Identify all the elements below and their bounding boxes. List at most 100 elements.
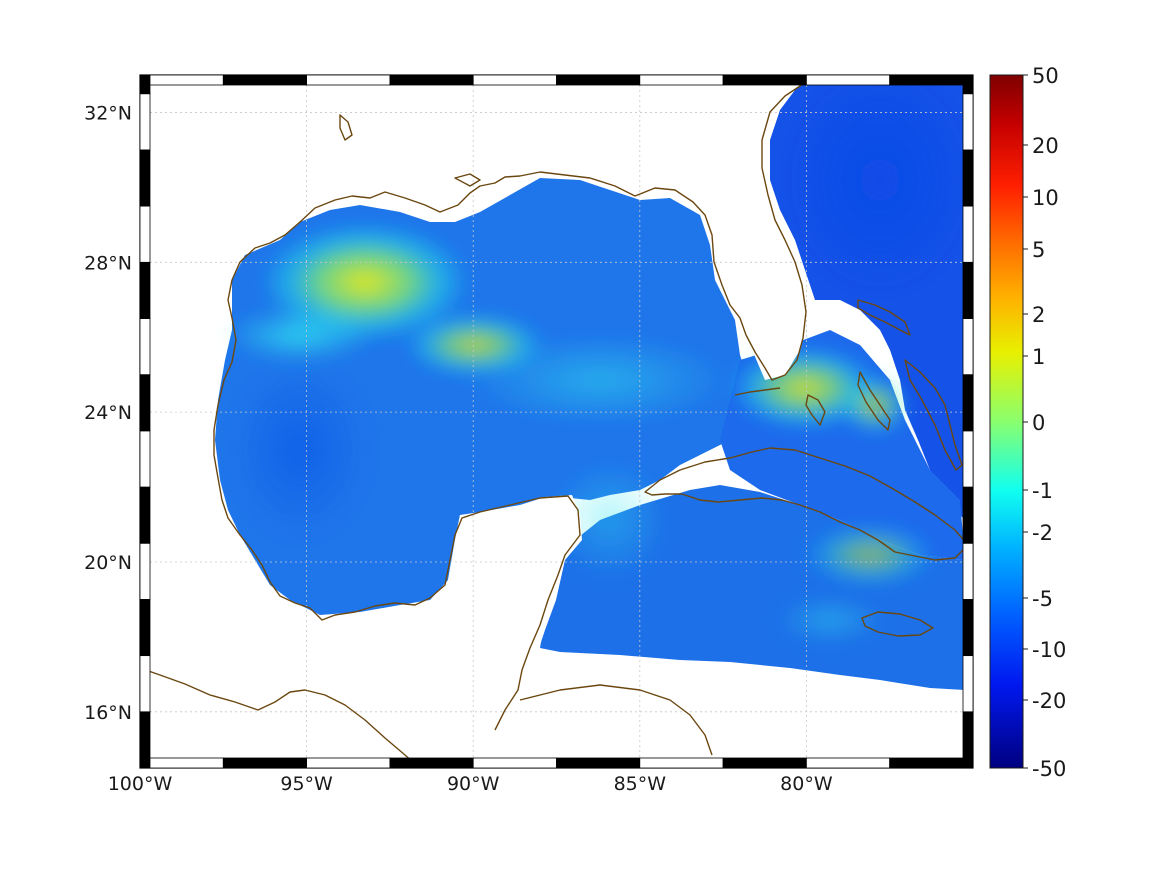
lon-tick-label-2: 90°W bbox=[447, 773, 500, 795]
coastline-mexico bbox=[213, 279, 581, 731]
lon-tick-label-0: 100°W bbox=[108, 773, 173, 795]
colorbar-tick-label-9: -5 bbox=[1032, 587, 1053, 611]
colorbar-gradient bbox=[989, 74, 1024, 769]
lat-tick-label-0: 16°N bbox=[84, 702, 132, 724]
frame-bar-left bbox=[139, 149, 151, 207]
grid-lines bbox=[140, 75, 973, 768]
frame-bar-right bbox=[962, 205, 974, 263]
coastline-bahamas-3 bbox=[904, 359, 963, 471]
frame-bar-top bbox=[889, 74, 974, 86]
dark-atlantic bbox=[790, 75, 970, 290]
frame-bar-left bbox=[139, 261, 151, 319]
lat-tick-label-1: 20°N bbox=[84, 552, 132, 574]
frame-bar-bottom bbox=[139, 757, 224, 769]
colorbar-tick-label-5: 1 bbox=[1032, 345, 1045, 369]
lat-tick-label-3: 28°N bbox=[84, 252, 132, 274]
colorbar-tick-label-3: 5 bbox=[1032, 238, 1045, 262]
frame-bar-left bbox=[139, 542, 151, 600]
coastline-us-gulf bbox=[231, 77, 816, 381]
frame-bar-top bbox=[806, 74, 891, 86]
frame-bar-right bbox=[962, 599, 974, 657]
frame-bar-right bbox=[962, 261, 974, 319]
frame-bar-left bbox=[139, 486, 151, 544]
frame-bar-left bbox=[139, 599, 151, 657]
frame-bar-top bbox=[556, 74, 641, 86]
frame-bar-top bbox=[472, 74, 557, 86]
coastline-keys bbox=[734, 387, 781, 396]
colorbar-tick-label-0: 50 bbox=[1032, 64, 1059, 88]
colorbar-tick-label-2: 10 bbox=[1032, 186, 1059, 210]
frame-bar-left bbox=[139, 430, 151, 488]
hotspot-south-cuba bbox=[805, 523, 935, 587]
coastline-jamaica bbox=[861, 611, 934, 637]
coastline bbox=[140, 77, 969, 768]
frame-bar-bottom bbox=[222, 757, 308, 769]
frame-bar-bottom bbox=[806, 757, 891, 769]
colorbar-tick-label-1: 20 bbox=[1032, 134, 1059, 158]
dark-west-gulf bbox=[230, 360, 370, 540]
frame-bar-right bbox=[962, 711, 974, 769]
lat-tick-label-2: 24°N bbox=[84, 402, 132, 424]
frame-bar-right bbox=[962, 318, 974, 376]
coastline-bahamas-2 bbox=[857, 371, 891, 431]
frame-bar-bottom bbox=[556, 757, 641, 769]
hotspot-loop-current bbox=[470, 335, 730, 425]
hotspot-jamaica bbox=[775, 595, 885, 645]
frame-bar-left bbox=[139, 318, 151, 376]
data-field bbox=[215, 75, 970, 690]
coastline-islet-b bbox=[454, 173, 481, 187]
frame-bar-left bbox=[139, 93, 151, 151]
lon-tick-label-4: 80°W bbox=[780, 773, 833, 795]
florida-land bbox=[690, 78, 815, 380]
longitude-labels: 100°W 95°W 90°W 85°W 80°W bbox=[108, 773, 833, 795]
map-frame bbox=[139, 74, 974, 769]
frame-bar-right bbox=[962, 374, 974, 432]
frame-bar-left bbox=[139, 711, 151, 769]
frame-bar-bottom bbox=[639, 757, 724, 769]
frame-bar-top bbox=[139, 74, 224, 86]
lat-tick-label-4: 32°N bbox=[84, 102, 132, 124]
frame-bar-top bbox=[722, 74, 807, 86]
yucatan-land bbox=[440, 495, 582, 660]
frame-bar-top bbox=[222, 74, 308, 86]
frame-bar-bottom bbox=[889, 757, 974, 769]
frame-bar-left bbox=[139, 374, 151, 432]
colorbar-tick-label-7: -1 bbox=[1032, 479, 1053, 503]
hotspot-bahamas bbox=[840, 375, 910, 435]
colorbar-tick-label-6: 0 bbox=[1032, 411, 1045, 435]
coastline-bahamas-1 bbox=[857, 299, 911, 336]
frame-bar-top bbox=[639, 74, 724, 86]
coastline-central-america bbox=[140, 667, 421, 768]
lon-tick-label-1: 95°W bbox=[280, 773, 333, 795]
colorbar-tick-label-10: -10 bbox=[1032, 638, 1066, 662]
coastline-andros bbox=[805, 394, 826, 426]
lon-tick-label-3: 85°W bbox=[614, 773, 667, 795]
frame-bar-bottom bbox=[389, 757, 474, 769]
frame-bar-bottom bbox=[472, 757, 557, 769]
frame-bar-top bbox=[389, 74, 474, 86]
frame-bar-right bbox=[962, 93, 974, 151]
frame-bar-right bbox=[962, 486, 974, 544]
hotspot-shelf-band bbox=[225, 307, 375, 363]
frame-bar-left bbox=[139, 655, 151, 713]
frame-bar-right bbox=[962, 430, 974, 488]
coastline-honduras bbox=[519, 684, 713, 756]
frame-bar-bottom bbox=[306, 757, 391, 769]
colorbar-tick-label-8: -2 bbox=[1032, 521, 1053, 545]
colorbar-tick-label-12: -50 bbox=[1032, 757, 1066, 781]
coastline-cuba bbox=[644, 447, 969, 561]
frame-bar-right bbox=[962, 74, 974, 95]
frame-bar-bottom bbox=[722, 757, 807, 769]
frame-bar-top bbox=[306, 74, 391, 86]
frame-bar-left bbox=[139, 205, 151, 263]
frame-bar-right bbox=[962, 655, 974, 713]
coastline-islet-a bbox=[339, 114, 353, 141]
colorbar-tick-label-4: 2 bbox=[1032, 303, 1045, 327]
latitude-labels: 16°N 20°N 24°N 28°N 32°N bbox=[84, 102, 132, 723]
colorbar-tick-label-11: -20 bbox=[1032, 689, 1066, 713]
frame-bar-right bbox=[962, 149, 974, 207]
frame-bar-right bbox=[962, 542, 974, 600]
